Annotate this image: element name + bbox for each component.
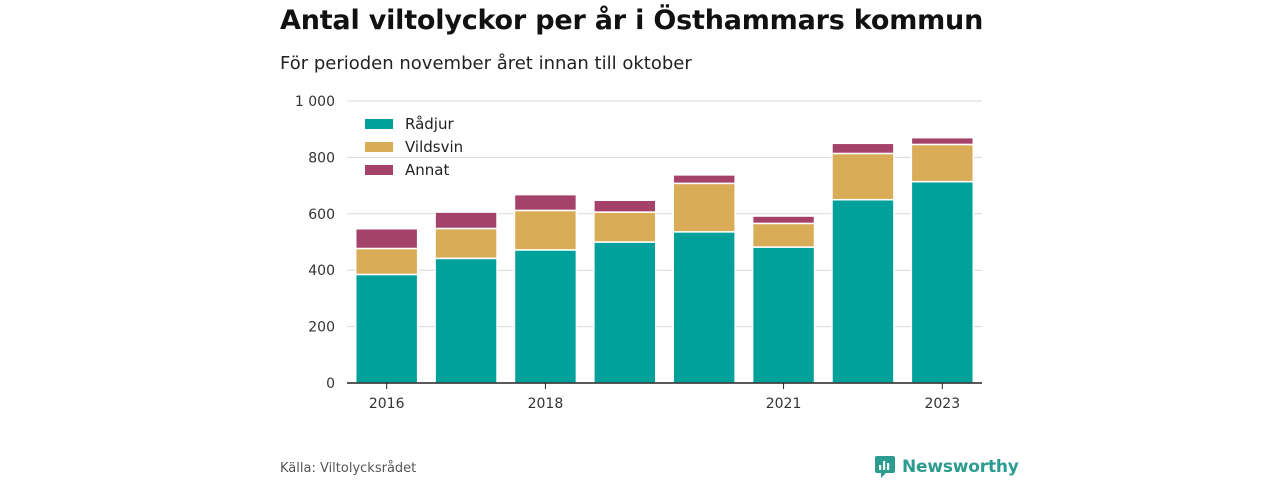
bar-segment-vildsvin-2017[interactable] [434,227,498,260]
bar-segment-rådjur-2021[interactable] [751,246,816,384]
x-tick-label: 2018 [528,396,564,412]
bar-segment-annat-2023[interactable] [910,136,975,146]
x-axis: 2016 2018 2021 2023 [347,382,982,412]
legend-label-rådjur: Rådjur [405,115,454,133]
legend-label-annat: Annat [405,161,449,179]
source-note: Källa: Viltolycksrådet [280,461,417,476]
bar-segment-rådjur-2018[interactable] [513,249,578,384]
bar-segment-vildsvin-2020[interactable] [672,182,736,233]
bar-segment-annat-2022[interactable] [831,142,895,155]
bar-segment-annat-2016[interactable] [354,227,419,250]
y-tick-label: 400 [308,263,335,279]
bars [354,136,975,384]
legend-swatch-annat [365,165,393,175]
bar-segment-rådjur-2019[interactable] [593,241,657,384]
x-tick-label: 2021 [766,396,802,412]
legend-swatch-rådjur [365,119,393,129]
bar-segment-rådjur-2016[interactable] [354,273,419,384]
brand-logo[interactable]: Newsworthy [874,455,1019,479]
legend-label-vildsvin: Vildsvin [405,138,463,156]
bar-segment-rådjur-2023[interactable] [910,180,975,384]
y-axis-ticks: 0 200 400 600 800 1 000 [295,94,335,392]
bar-segment-vildsvin-2016[interactable] [354,247,419,276]
bar-segment-vildsvin-2023[interactable] [910,143,975,183]
x-tick-label: 2023 [924,396,960,412]
bar-segment-annat-2020[interactable] [672,174,736,185]
bar-segment-annat-2021[interactable] [751,215,816,225]
y-tick-label: 600 [308,207,335,223]
x-tick-label: 2016 [369,396,405,412]
bar-segment-rådjur-2020[interactable] [672,231,736,384]
bar-segment-annat-2018[interactable] [513,193,578,212]
bar-segment-vildsvin-2022[interactable] [831,152,895,201]
chart-subtitle: För perioden november året innan till ok… [280,53,692,74]
chart-title: Antal viltolyckor per år i Östhammars ko… [280,5,984,36]
y-tick-label: 200 [308,320,335,336]
bar-segment-annat-2019[interactable] [593,199,657,213]
bar-segment-vildsvin-2021[interactable] [751,222,816,248]
y-tick-label: 1 000 [295,94,335,110]
brand-name: Newsworthy [902,457,1019,477]
bar-segment-rådjur-2017[interactable] [434,257,498,384]
newsworthy-logo-icon [875,456,895,478]
y-tick-label: 0 [326,376,335,392]
legend: Rådjur Vildsvin Annat [365,115,463,179]
bar-segment-vildsvin-2019[interactable] [593,211,657,243]
bar-segment-vildsvin-2018[interactable] [513,209,578,251]
bar-segment-annat-2017[interactable] [434,211,498,230]
legend-swatch-vildsvin [365,142,393,152]
y-tick-label: 800 [308,150,335,166]
bar-segment-rådjur-2022[interactable] [831,198,895,384]
